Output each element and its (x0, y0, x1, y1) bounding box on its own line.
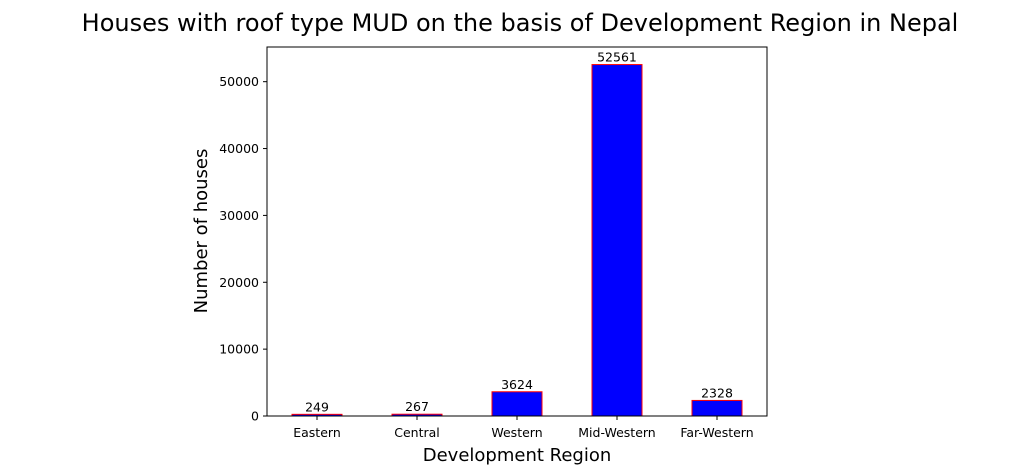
y-tick-label: 20000 (219, 275, 259, 290)
y-tick-label: 30000 (219, 208, 259, 223)
data-label-far-western: 2328 (701, 385, 733, 400)
x-tick-label-central: Central (394, 425, 440, 440)
data-label-western: 3624 (501, 377, 533, 392)
x-axis-label: Development Region (423, 445, 612, 466)
y-axis-label: Number of houses (191, 149, 212, 314)
y-tick-label: 40000 (219, 141, 259, 156)
plot-frame (266, 46, 768, 417)
y-tick-label: 0 (251, 409, 259, 424)
bar-mid-western (591, 64, 643, 417)
y-tick-label: 10000 (219, 342, 259, 357)
data-label-eastern: 249 (305, 399, 329, 414)
x-tick-label-western: Western (491, 425, 542, 440)
y-axis: 0 10000 20000 30000 40000 50000 (219, 74, 267, 424)
x-tick-label-eastern: Eastern (293, 425, 341, 440)
data-labels-group: 249 267 3624 52561 2328 (305, 50, 733, 415)
x-tick-label-mid-western: Mid-Western (578, 425, 655, 440)
bars-group (291, 64, 743, 417)
data-label-central: 267 (405, 399, 429, 414)
data-label-mid-western: 52561 (597, 50, 637, 65)
y-tick-label: 50000 (219, 74, 259, 89)
chart-title: Houses with roof type MUD on the basis o… (82, 9, 959, 37)
x-tick-label-far-western: Far-Western (680, 425, 753, 440)
bar-western (491, 391, 543, 417)
x-axis: Eastern Central Western Mid-Western Far-West… (293, 416, 754, 440)
bar-far-western (691, 399, 743, 417)
